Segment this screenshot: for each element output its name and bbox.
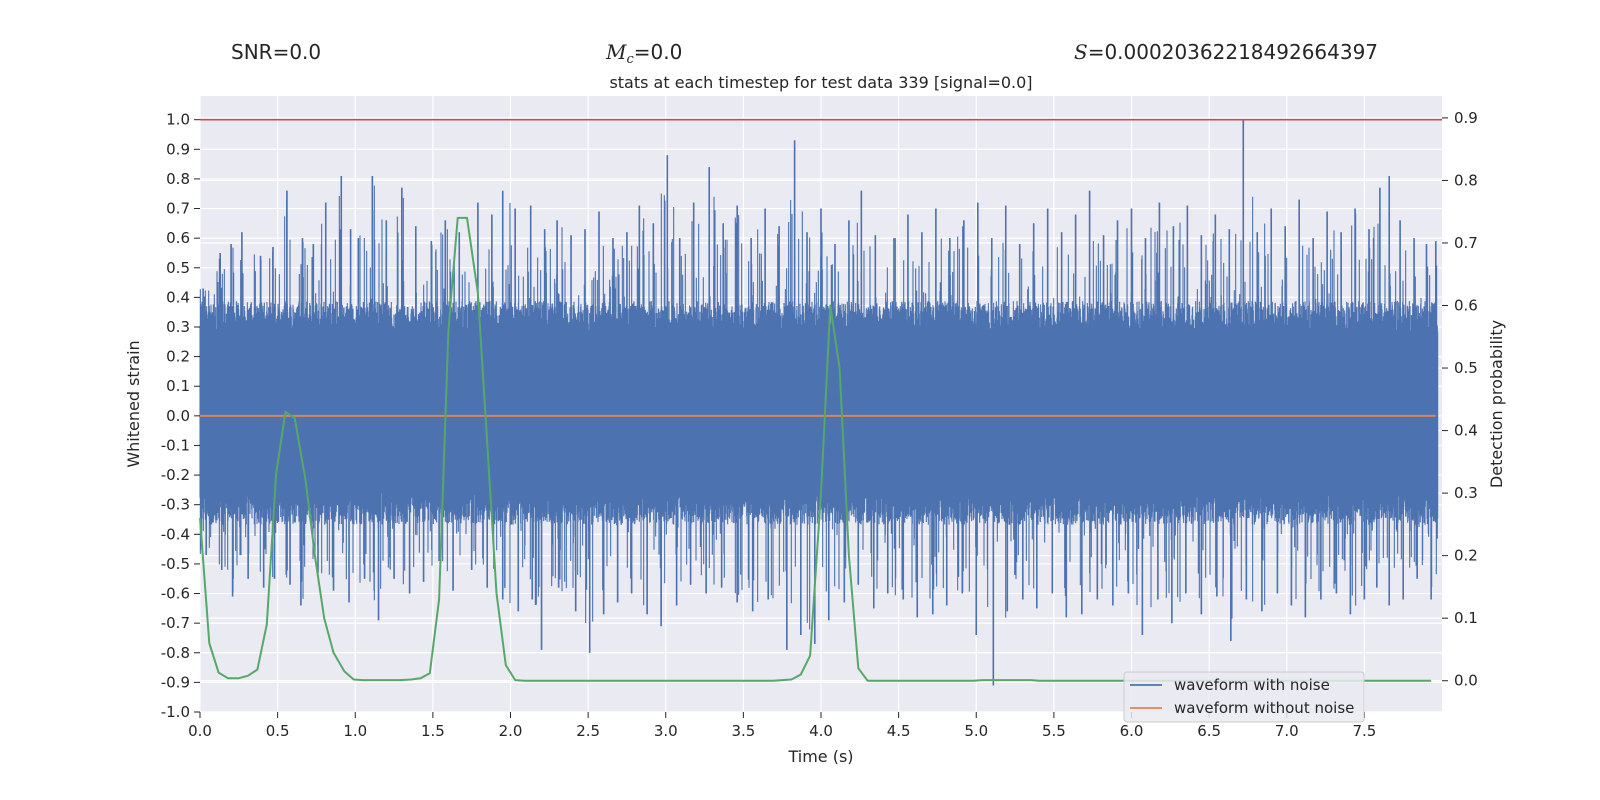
y-tick-label: 0.2 — [166, 348, 190, 366]
snr-value: =0.0 — [272, 40, 322, 64]
chirp-mass-symbol: M — [606, 40, 627, 64]
x-tick-label: 1.5 — [421, 722, 445, 740]
y2-tick-label: 0.2 — [1454, 547, 1478, 565]
y-axis-label: Whitened strain — [124, 340, 143, 467]
x-tick-label: 6.5 — [1197, 722, 1221, 740]
y-axis-ticks: 1.0 0.9 0.8 0.7 0.6 0.5 0.4 0.3 0.2 0.1 0.0 -0.1 -0.… — [161, 111, 200, 721]
noisy-waveform-layer — [199, 119, 1439, 686]
y-tick-label: 0.8 — [166, 170, 190, 188]
x-tick-label: 0.5 — [266, 722, 290, 740]
chirp-mass-subscript: c — [626, 52, 634, 67]
x-tick-label: 7.0 — [1275, 722, 1299, 740]
y-tick-label: -1.0 — [161, 703, 190, 721]
legend-box — [1123, 671, 1365, 723]
y2-tick-label: 0.7 — [1454, 234, 1478, 252]
y2-tick-label: 0.5 — [1454, 359, 1478, 377]
snr-label: SNR — [231, 40, 273, 64]
y-tick-label: 0.4 — [166, 288, 190, 306]
snr-readout: SNR=0.0 — [231, 40, 321, 64]
x-tick-label: 5.5 — [1042, 722, 1066, 740]
x-tick-label: 4.5 — [887, 722, 911, 740]
y-tick-label: 0.5 — [166, 259, 190, 277]
x-tick-label: 7.5 — [1352, 722, 1376, 740]
y-tick-label: -0.1 — [161, 436, 190, 454]
y2-axis-label: Detection probability — [1487, 320, 1506, 488]
s-statistic-readout: S=0.00020362218492664397 — [1074, 40, 1378, 64]
y2-tick-label: 0.8 — [1454, 171, 1478, 189]
x-tick-label: 3.0 — [654, 722, 678, 740]
y-tick-label: 0.6 — [166, 229, 190, 247]
s-statistic-symbol: S — [1074, 40, 1088, 64]
legend-label-clean: waveform without noise — [1174, 699, 1354, 717]
y2-tick-label: 0.4 — [1454, 422, 1478, 440]
x-tick-label: 3.5 — [731, 722, 755, 740]
y-tick-label: -0.6 — [161, 585, 190, 603]
chirp-mass-readout: Mc=0.0 — [606, 40, 682, 67]
y-tick-label: -0.4 — [161, 525, 190, 543]
y-tick-label: -0.5 — [161, 555, 190, 573]
y2-tick-label: 0.0 — [1454, 672, 1478, 690]
x-axis-ticks: 0.0 0.5 1.0 1.5 2.0 2.5 3.0 3.5 4.0 4.5 5.0 5.5 6.0 6… — [188, 712, 1376, 740]
y-tick-label: -0.9 — [161, 673, 190, 691]
y-tick-label: -0.3 — [161, 496, 190, 514]
y2-tick-label: 0.9 — [1454, 109, 1478, 127]
y-tick-label: 0.7 — [166, 200, 190, 218]
y-tick-label: -0.2 — [161, 466, 190, 484]
s-statistic-value: =0.00020362218492664397 — [1087, 40, 1379, 64]
legend: waveform with noise waveform without noi… — [1123, 671, 1365, 723]
y2-tick-label: 0.1 — [1454, 609, 1478, 627]
x-tick-label: 0.0 — [188, 722, 212, 740]
x-tick-label: 6.0 — [1120, 722, 1144, 740]
y2-tick-label: 0.3 — [1454, 484, 1478, 502]
y2-tick-label: 0.6 — [1454, 297, 1478, 315]
y2-axis-ticks: 0.9 0.8 0.7 0.6 0.5 0.4 0.3 0.2 0.1 0.0 — [1442, 109, 1478, 690]
chirp-mass-value: =0.0 — [633, 40, 683, 64]
legend-label-noisy: waveform with noise — [1174, 676, 1330, 694]
x-tick-label: 2.0 — [499, 722, 523, 740]
y-tick-label: 1.0 — [166, 111, 190, 129]
x-tick-label: 2.5 — [576, 722, 600, 740]
y-tick-label: 0.0 — [166, 407, 190, 425]
x-tick-label: 1.0 — [343, 722, 367, 740]
chart-title: stats at each timestep for test data 339… — [609, 73, 1032, 92]
x-tick-label: 4.0 — [809, 722, 833, 740]
y-tick-label: 0.9 — [166, 140, 190, 158]
x-axis-label: Time (s) — [787, 747, 853, 766]
x-tick-label: 5.0 — [964, 722, 988, 740]
y-tick-label: 0.1 — [166, 377, 190, 395]
y-tick-label: 0.3 — [166, 318, 190, 336]
y-tick-label: -0.8 — [161, 644, 190, 662]
y-tick-label: -0.7 — [161, 614, 190, 632]
